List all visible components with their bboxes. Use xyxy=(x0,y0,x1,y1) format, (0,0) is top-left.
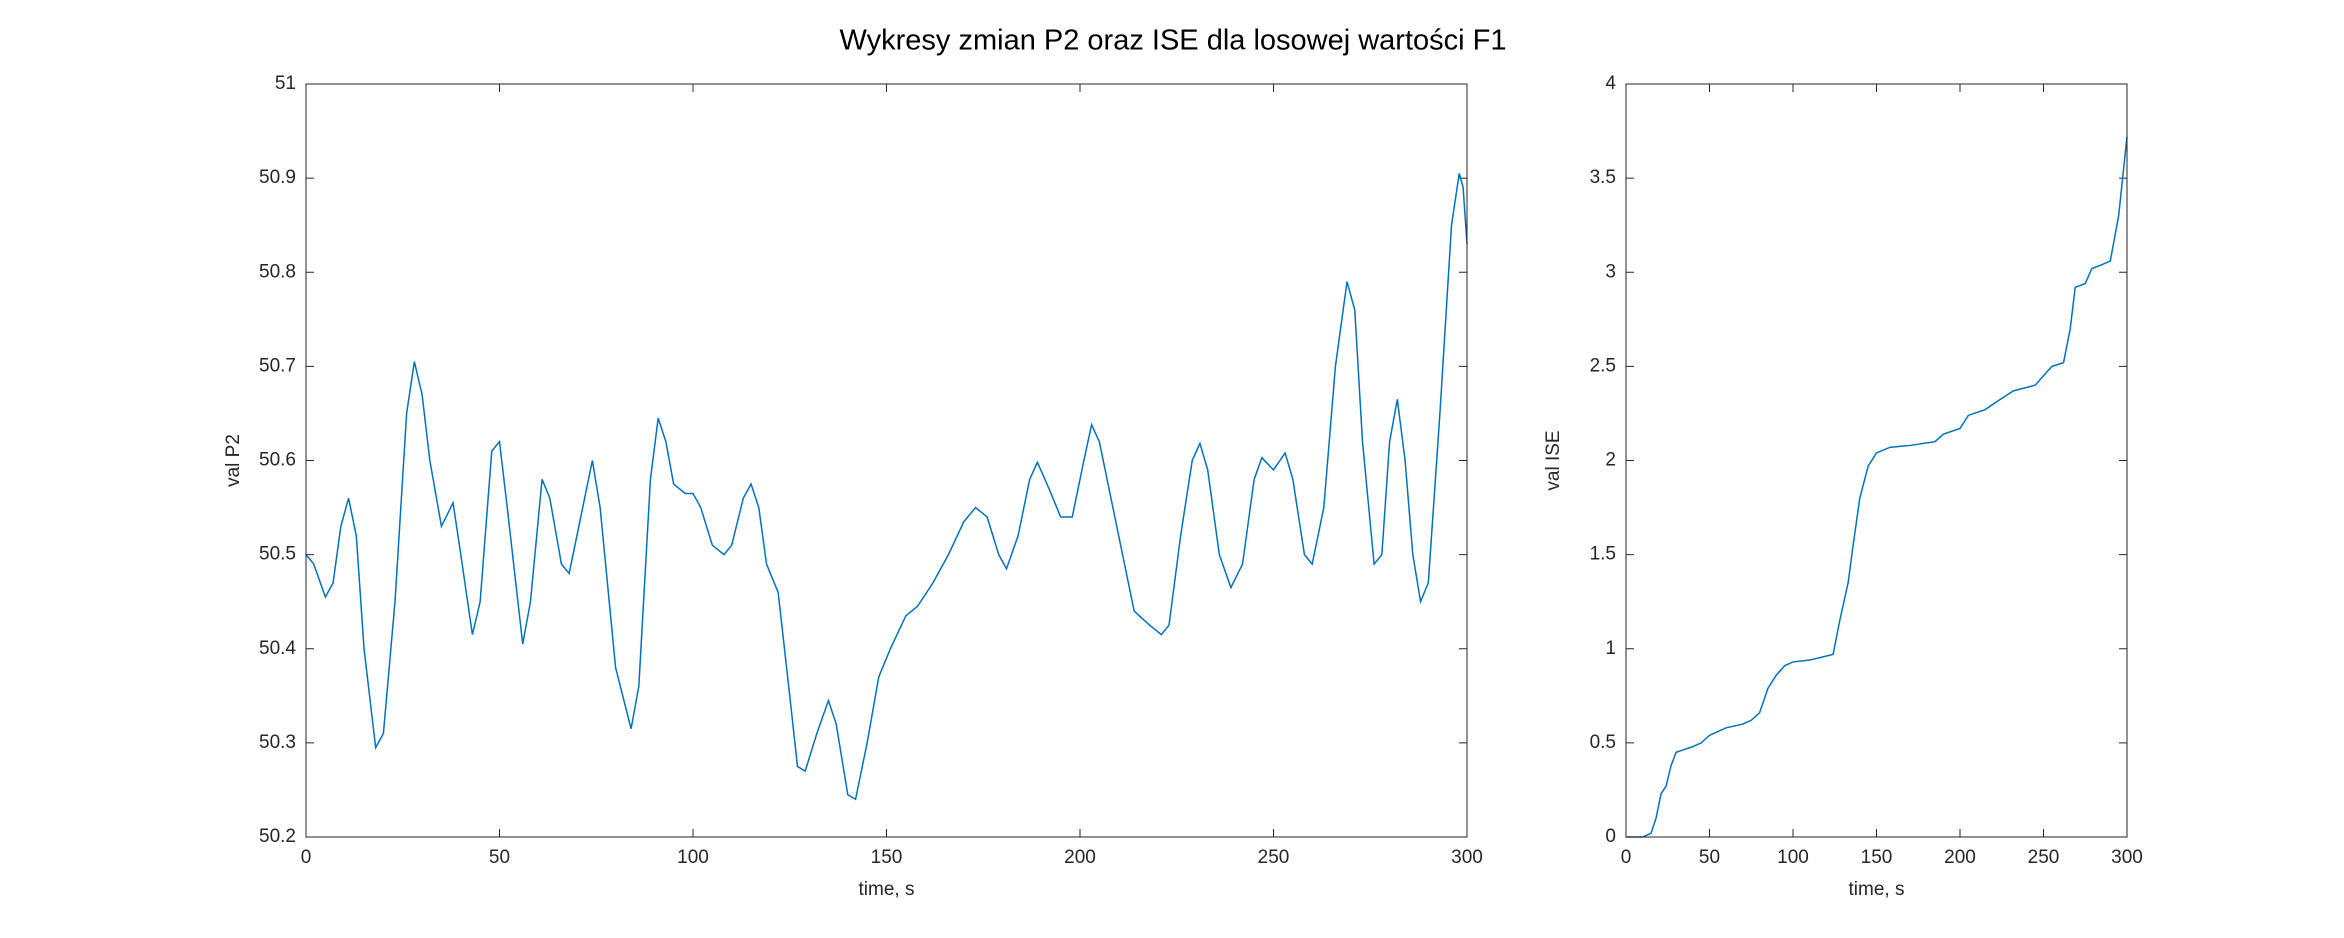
x-tick-label: 100 xyxy=(677,847,709,868)
x-axis-label: time, s xyxy=(1849,879,1905,900)
data-line xyxy=(305,173,1468,801)
y-tick-label: 1.5 xyxy=(1590,544,1616,565)
x-tick-label: 150 xyxy=(871,847,903,868)
plot-area xyxy=(1626,84,2127,837)
y-tick-label: 51 xyxy=(275,73,296,94)
x-tick-label: 250 xyxy=(1258,847,1290,868)
y-tick-label: 50.7 xyxy=(259,355,296,376)
x-axis-label: time, s xyxy=(859,879,915,900)
data-line xyxy=(1626,136,2128,838)
x-tick-label: 300 xyxy=(1451,847,1483,868)
axes-box xyxy=(305,83,1468,838)
y-tick-label: 50.3 xyxy=(259,732,296,753)
y-tick-label: 2 xyxy=(1605,450,1616,471)
y-tick-label: 1 xyxy=(1605,638,1616,659)
y-axis-label: val P2 xyxy=(223,434,244,487)
y-axis-label: val ISE xyxy=(1543,430,1564,490)
y-tick-label: 50.6 xyxy=(259,450,296,471)
plot-area xyxy=(306,84,1467,837)
y-tick-label: 3 xyxy=(1605,261,1616,282)
x-tick-label: 300 xyxy=(2111,847,2143,868)
y-tick-label: 4 xyxy=(1605,73,1616,94)
y-tick-label: 50.5 xyxy=(259,544,296,565)
y-tick-label: 0.5 xyxy=(1590,732,1616,753)
y-tick-label: 50.4 xyxy=(259,638,296,659)
figure-title: Wykresy zmian P2 oraz ISE dla losowej wa… xyxy=(840,25,1507,57)
x-tick-label: 200 xyxy=(1944,847,1976,868)
y-tick-label: 0 xyxy=(1605,826,1616,847)
x-tick-label: 150 xyxy=(1861,847,1893,868)
y-tick-label: 50.9 xyxy=(259,167,296,188)
x-tick-label: 0 xyxy=(301,847,312,868)
x-tick-label: 200 xyxy=(1064,847,1096,868)
y-tick-label: 2.5 xyxy=(1590,355,1616,376)
axes-box xyxy=(1625,83,2128,838)
x-tick-label: 0 xyxy=(1621,847,1632,868)
x-tick-label: 100 xyxy=(1777,847,1809,868)
x-tick-label: 50 xyxy=(489,847,510,868)
y-tick-label: 50.8 xyxy=(259,261,296,282)
y-tick-label: 3.5 xyxy=(1590,167,1616,188)
x-tick-label: 250 xyxy=(2028,847,2060,868)
y-tick-label: 50.2 xyxy=(259,826,296,847)
x-tick-label: 50 xyxy=(1699,847,1720,868)
